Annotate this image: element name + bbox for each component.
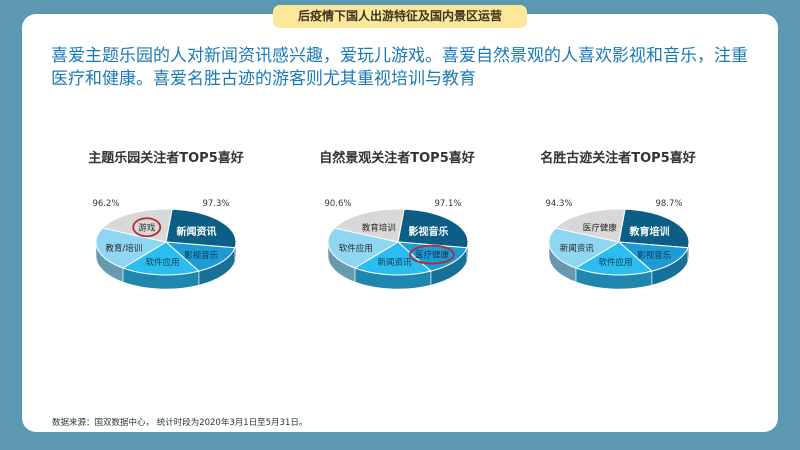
pie-slice: [121, 241, 200, 276]
pie-slice: [327, 227, 400, 269]
pie-category-label: 教育培训: [629, 225, 670, 238]
pie-slice: [333, 208, 405, 243]
pie-slice: [353, 241, 432, 276]
pie-value-label: 90.6%: [324, 199, 351, 209]
pie-value-label: 96.2%: [92, 199, 119, 209]
pie-category-label: 影视音乐: [184, 250, 219, 261]
pie-slice: [548, 227, 621, 269]
pie-category-label: 影视音乐: [637, 250, 672, 261]
pie-slice: [618, 208, 690, 249]
pie-category-label: 医疗健康: [415, 250, 450, 261]
pie-slice: [165, 208, 237, 249]
pie-category-label: 游戏: [138, 222, 156, 233]
highlight-ring: [132, 217, 162, 238]
pie-slice: [574, 241, 653, 276]
pie-category-label: 软件应用: [339, 243, 373, 254]
header-tab: 后疫情下国人出游特征及国内景区运营: [273, 5, 527, 28]
chart-title-3: 名胜古迹关注者TOP5喜好: [540, 151, 696, 166]
chart-title-1: 主题乐园关注者TOP5喜好: [88, 151, 244, 166]
pie-slice: [554, 208, 626, 243]
pie-slice: [164, 241, 236, 272]
pie-category-label: 软件应用: [598, 257, 632, 268]
pie-value-label: 94.3%: [545, 199, 572, 209]
pie-value-label: 98.7%: [655, 199, 682, 209]
pie-category-label: 医疗健康: [583, 222, 618, 233]
pie-category-label: 新闻资讯: [560, 243, 595, 254]
pie-category-label: 新闻资讯: [377, 257, 412, 268]
data-source-note: 数据来源：国双数据中心， 统计时段为2020年3月1日至5月31日。: [52, 418, 308, 428]
pie-category-label: 影视音乐: [409, 225, 449, 238]
summary-text: 喜爱主题乐园的人对新闻资讯感兴趣，爱玩儿游戏。喜爱自然景观的人喜欢影视和音乐，注…: [51, 46, 748, 89]
highlight-ring: [409, 244, 455, 265]
pie-slice: [397, 208, 469, 249]
pie-category-label: 教育/培训: [105, 243, 142, 254]
pie-value-label: 97.3%: [202, 199, 229, 209]
pie-slice: [617, 241, 689, 272]
pie-category-label: 新闻资讯: [177, 225, 217, 238]
pie-value-label: 97.1%: [434, 199, 461, 209]
pie-category-label: 教育培训: [362, 222, 396, 233]
pie-category-label: 软件应用: [145, 257, 179, 268]
pie-slice: [95, 227, 168, 269]
chart-title-2: 自然景观关注者TOP5喜好: [319, 151, 475, 166]
